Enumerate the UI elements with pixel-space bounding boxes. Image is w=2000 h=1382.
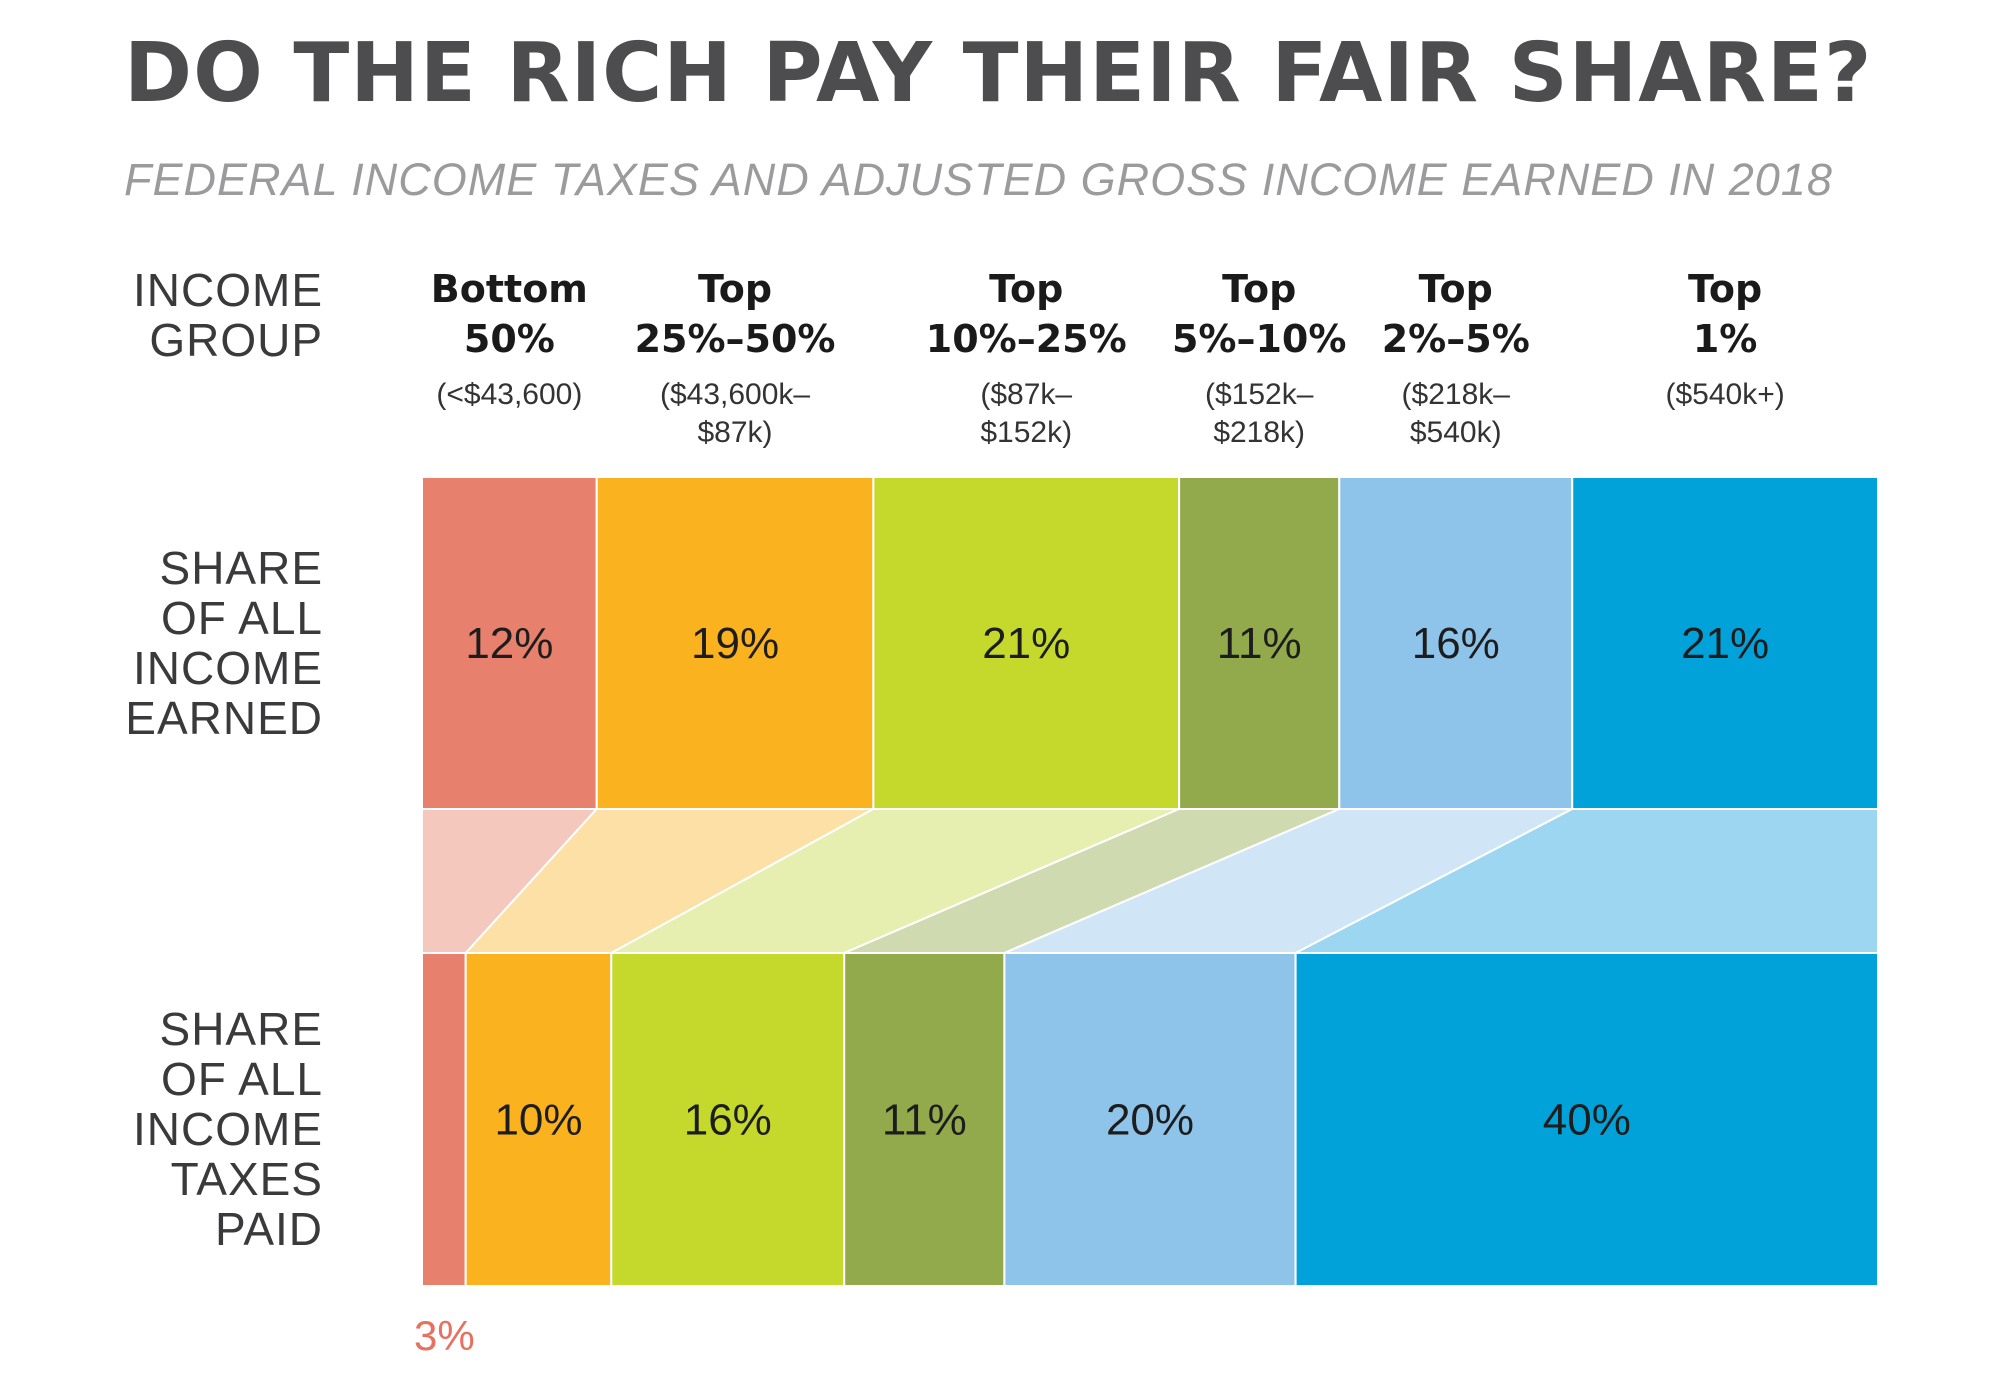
taxes-paid-bar — [610, 952, 846, 1287]
income-group-name: Top — [989, 267, 1064, 311]
income-group-name: Top — [1688, 267, 1763, 311]
income-earned-bar — [1571, 476, 1879, 810]
income-group-header: Top 25%–50% ($43,600k– $87k) — [625, 264, 845, 452]
income-group-range-line: ($43,600k– — [659, 378, 811, 411]
row-label-line: INCOME — [133, 264, 323, 316]
chart-title: DO THE RICH PAY THEIR FAIR SHARE? — [124, 26, 1873, 121]
income-group-name: 25%–50% — [634, 317, 836, 361]
taxes-paid-bar — [1003, 952, 1297, 1287]
row-label-line: SHARE — [159, 1003, 323, 1055]
income-group-name: Bottom — [430, 267, 588, 311]
income-group-name: Top — [1222, 267, 1297, 311]
income-group-name: 10%–25% — [925, 317, 1127, 361]
income-group-range: ($152k– $218k) — [1149, 376, 1369, 452]
income-group-name: 2%–5% — [1381, 317, 1530, 361]
taxes-paid-bar — [421, 952, 467, 1287]
income-group-range-line: ($87k– — [980, 378, 1073, 411]
row-label-line: INCOME — [133, 642, 323, 694]
income-group-range: ($87k– $152k) — [916, 376, 1136, 452]
income-group-name: 5%–10% — [1171, 317, 1347, 361]
income-group-range-line: $218k) — [1213, 416, 1306, 449]
income-group-range-line: $540k) — [1409, 416, 1502, 449]
income-group-header: Top 1% ($540k+) — [1615, 264, 1835, 414]
row-label-line: EARNED — [125, 692, 323, 744]
income-group-range: ($43,600k– $87k) — [625, 376, 845, 452]
taxes-paid-value-label: 10% — [494, 1096, 582, 1145]
taxes-paid-bar — [843, 952, 1006, 1287]
income-earned-value-label: 21% — [982, 619, 1070, 668]
taxes-paid-bar — [1294, 952, 1879, 1287]
row-label-income-group: INCOME GROUP — [133, 265, 323, 365]
income-earned-bar — [595, 476, 875, 810]
row-label-line: PAID — [215, 1203, 323, 1255]
row-label-line: OF ALL — [161, 1053, 323, 1105]
income-earned-bar — [1178, 476, 1341, 810]
income-earned-value-label: 19% — [691, 619, 779, 668]
income-earned-value-label: 11% — [1217, 619, 1302, 668]
taxes-paid-value-label: 16% — [684, 1096, 772, 1145]
income-group-range: (<$43,600) — [399, 376, 619, 414]
income-group-range-line: $87k) — [697, 416, 773, 449]
income-group-header: Bottom 50% (<$43,600) — [399, 264, 619, 414]
taxes-paid-bar — [464, 952, 613, 1287]
income-group-range-line: $152k) — [980, 416, 1073, 449]
income-earned-bar — [421, 476, 598, 810]
income-earned-bar — [1338, 476, 1574, 810]
income-group-range-line: ($152k– — [1204, 378, 1314, 411]
income-earned-value-label: 12% — [465, 619, 553, 668]
income-group-name: Top — [697, 267, 773, 311]
income-group-header: Top 2%–5% ($218k– $540k) — [1346, 264, 1566, 452]
income-group-range-line: ($540k+) — [1665, 378, 1785, 411]
row-label-line: GROUP — [149, 314, 323, 366]
income-earned-value-label: 16% — [1412, 619, 1500, 668]
chart-subtitle: FEDERAL INCOME TAXES AND ADJUSTED GROSS … — [124, 154, 1833, 205]
row-label-income-earned: SHARE OF ALL INCOME EARNED — [125, 543, 323, 743]
row-label-line: SHARE — [159, 542, 323, 594]
row-label-taxes-paid: SHARE OF ALL INCOME TAXES PAID — [133, 1004, 323, 1254]
income-group-name: 50% — [463, 317, 555, 361]
income-group-name: 1% — [1692, 317, 1758, 361]
income-group-range: ($540k+) — [1615, 376, 1835, 414]
income-group-name: Top — [1418, 267, 1493, 311]
taxes-paid-value-label: 11% — [882, 1096, 967, 1145]
row-label-line: OF ALL — [161, 592, 323, 644]
income-earned-value-label: 21% — [1681, 619, 1769, 668]
income-group-range: ($218k– $540k) — [1346, 376, 1566, 452]
income-group-header: Top 10%–25% ($87k– $152k) — [916, 264, 1136, 452]
income-group-range-line: ($218k– — [1401, 378, 1510, 411]
income-earned-bar — [872, 476, 1181, 810]
taxes-paid-value-label: 40% — [1543, 1096, 1631, 1145]
income-group-range-line: (<$43,600) — [436, 378, 583, 411]
stacked-share-chart: 12% 19% 21% 11% 16% 21% 10% 16% 11% 20% 40% — [421, 476, 1879, 1287]
row-label-line: TAXES — [170, 1153, 323, 1205]
row-label-line: INCOME — [133, 1103, 323, 1155]
income-group-header: Top 5%–10% ($152k– $218k) — [1149, 264, 1369, 452]
taxes-paid-value-label: 20% — [1106, 1096, 1194, 1145]
bottom-50-taxes-paid-label: 3% — [414, 1312, 475, 1359]
